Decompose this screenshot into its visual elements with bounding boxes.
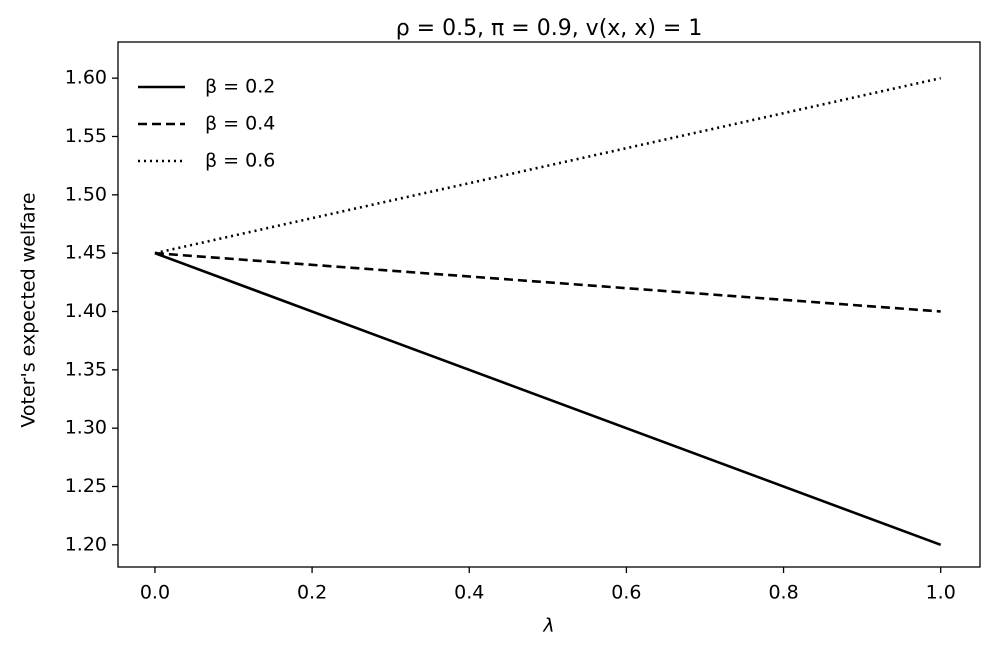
x-tick-label: 1.0 — [926, 582, 956, 604]
x-axis-label: λ — [542, 615, 554, 637]
x-tick-label: 0.4 — [454, 582, 484, 604]
y-tick-label: 1.55 — [65, 125, 107, 147]
y-tick-label: 1.30 — [65, 417, 107, 439]
legend-label: β = 0.4 — [205, 113, 275, 135]
y-tick-label: 1.50 — [65, 183, 107, 205]
line — [154, 76, 941, 255]
legend-label: β = 0.6 — [205, 150, 275, 172]
chart-title: ρ = 0.5, π = 0.9, v(x, x) = 1 — [396, 16, 703, 41]
x-tick-label: 0.0 — [140, 582, 170, 604]
plot-frame — [117, 41, 981, 568]
y-tick-label: 1.25 — [65, 475, 107, 497]
x-tick-label: 0.6 — [611, 582, 641, 604]
line — [154, 251, 942, 547]
x-tick-label: 0.2 — [297, 582, 327, 604]
y-tick-label: 1.40 — [65, 300, 107, 322]
y-tick-label: 1.35 — [65, 358, 107, 380]
line — [154, 251, 941, 313]
x-tick-label: 0.8 — [768, 582, 798, 604]
y-tick-label: 1.45 — [65, 242, 107, 264]
y-tick-label: 1.20 — [65, 533, 107, 555]
legend-label: β = 0.2 — [205, 76, 275, 98]
y-tick-label: 1.60 — [65, 67, 107, 89]
y-axis-label: Voter's expected welfare — [18, 192, 40, 427]
